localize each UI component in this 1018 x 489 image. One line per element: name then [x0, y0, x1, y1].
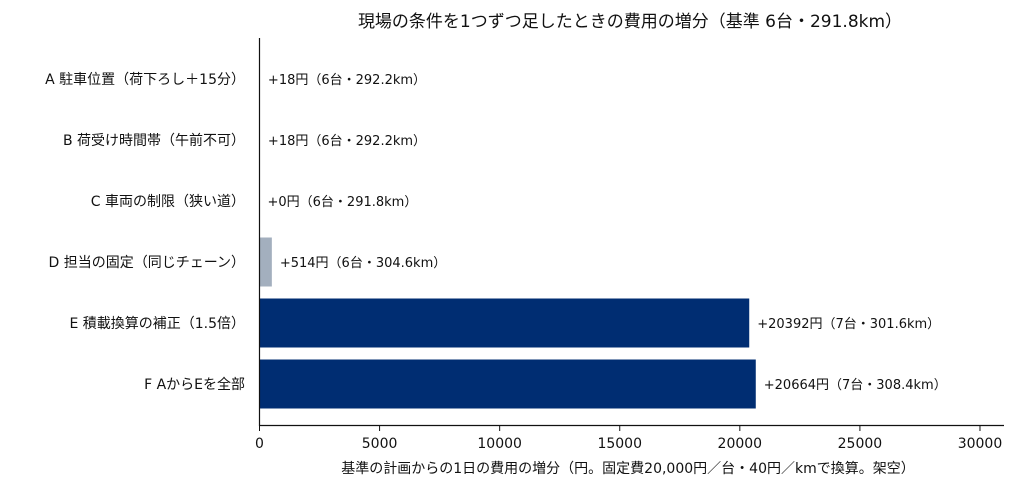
category-label-5: E 積載換算の補正（1.5倍） [69, 316, 245, 332]
x-tick-label-5: 20000 [718, 436, 763, 452]
category-label-2: B 荷受け時間帯（午前不可） [63, 132, 245, 149]
bar-4 [259, 237, 272, 287]
data-label-6: +20664円（7台・308.4km） [764, 378, 947, 393]
x-tick-label-4: 15000 [597, 436, 642, 452]
bars-layer [259, 54, 756, 409]
category-label-1: A 駐車位置（荷下ろし＋15分） [45, 71, 245, 88]
data-label-5: +20392円（7台・301.6km） [757, 317, 940, 332]
bar-5 [259, 298, 750, 348]
x-tick-label-3: 10000 [477, 436, 522, 452]
x-axis-label: 基準の計画からの1日の費用の増分（円。固定費20,000円／台・40円／kmで換… [341, 460, 914, 477]
data-label-1: +18円（6台・292.2km） [268, 73, 426, 88]
category-labels: A 駐車位置（荷下ろし＋15分） B 荷受け時間帯（午前不可） C 車両の制限（狭い… [45, 71, 245, 393]
data-label-3: +0円（6台・291.8km） [268, 195, 418, 210]
category-label-3: C 車両の制限（狭い道） [91, 193, 245, 210]
chart-title: 現場の条件を1つずつ足したときの費用の増分（基準 6台・291.8km） [358, 12, 902, 32]
x-tick-label-2: 5000 [362, 436, 398, 452]
data-labels: +18円（6台・292.2km） +18円（6台・292.2km） +0円（6台・2… [268, 73, 947, 393]
category-label-6: F AからEを全部 [144, 376, 245, 393]
x-tick-label-1: 0 [255, 436, 264, 452]
bar-6 [259, 359, 756, 409]
data-label-2: +18円（6台・292.2km） [268, 134, 426, 149]
category-label-4: D 担当の固定（同じチェーン） [48, 255, 245, 271]
x-axis-ticks: 0 5000 10000 15000 20000 25000 30000 [255, 426, 1002, 452]
x-tick-label-6: 25000 [838, 436, 883, 452]
data-label-4: +514円（6台・304.6km） [280, 256, 446, 271]
x-tick-label-7: 30000 [958, 436, 1003, 452]
